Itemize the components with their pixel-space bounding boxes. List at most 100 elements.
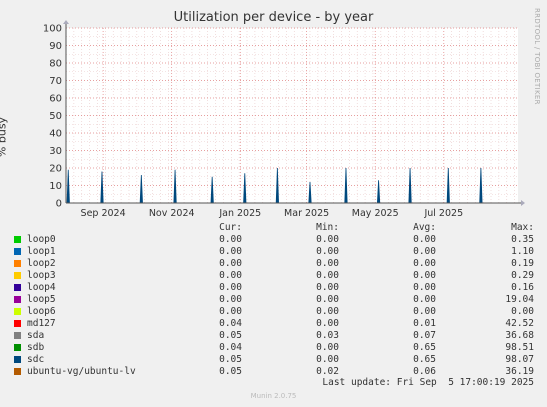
legend-cur: 0.00 — [219, 246, 242, 257]
legend-name: loop6 — [27, 306, 56, 317]
legend-cur: 0.00 — [219, 258, 242, 269]
legend-avg: 0.65 — [413, 342, 436, 353]
legend-name: loop2 — [27, 258, 56, 269]
legend-swatch — [14, 272, 21, 279]
x-axis-arrow — [521, 200, 525, 206]
y-tick-label: 60 — [49, 94, 62, 105]
munin-version: Munin 2.0.75 — [250, 392, 297, 400]
legend-max: 0.00 — [511, 306, 534, 317]
legend-avg: 0.00 — [413, 258, 436, 269]
legend-max: 36.19 — [505, 366, 534, 377]
legend-swatch — [14, 248, 21, 255]
legend-max: 1.10 — [511, 246, 534, 257]
legend-max: 0.29 — [511, 270, 534, 281]
legend-min: 0.00 — [316, 354, 339, 365]
legend-name: loop3 — [27, 270, 56, 281]
legend-cur: 0.05 — [219, 354, 242, 365]
legend-min: 0.00 — [316, 282, 339, 293]
legend-cur: 0.00 — [219, 270, 242, 281]
legend-header: Cur: Min: Avg: Max: — [12, 222, 542, 234]
legend-swatch — [14, 284, 21, 291]
legend-header-avg: Avg: — [413, 222, 436, 233]
legend-item: md127 0.04 0.00 0.01 42.52 — [12, 318, 542, 330]
y-tick-label: 100 — [43, 24, 62, 35]
legend-item: sda 0.05 0.03 0.07 36.68 — [12, 330, 542, 342]
x-tick-label: Jul 2025 — [423, 208, 463, 219]
legend-cur: 0.00 — [219, 234, 242, 245]
legend-name: ubuntu-vg/ubuntu-lv — [27, 366, 136, 377]
legend-min: 0.02 — [316, 366, 339, 377]
legend-avg: 0.65 — [413, 354, 436, 365]
legend-item: loop4 0.00 0.00 0.00 0.16 — [12, 282, 542, 294]
last-update: Last update: Fri Sep 5 17:00:19 2025 — [322, 377, 534, 388]
legend-item: sdb 0.04 0.00 0.65 98.51 — [12, 342, 542, 354]
legend-max: 0.35 — [511, 234, 534, 245]
legend-avg: 0.00 — [413, 246, 436, 257]
y-tick-label: 30 — [49, 146, 62, 157]
legend-header-max: Max: — [511, 222, 534, 233]
legend-cur: 0.00 — [219, 282, 242, 293]
legend-cur: 0.05 — [219, 366, 242, 377]
legend-name: loop4 — [27, 282, 56, 293]
legend-item: sdc 0.05 0.00 0.65 98.07 — [12, 354, 542, 366]
legend-swatch — [14, 368, 21, 375]
legend-swatch — [14, 356, 21, 363]
legend-swatch — [14, 308, 21, 315]
y-tick-label: 10 — [49, 181, 62, 192]
chart-title: Utilization per device - by year — [173, 10, 374, 25]
legend-avg: 0.06 — [413, 366, 436, 377]
legend-avg: 0.00 — [413, 282, 436, 293]
legend-name: md127 — [27, 318, 56, 329]
y-tick-label: 50 — [49, 111, 62, 122]
legend-header-min: Min: — [316, 222, 339, 233]
legend-avg: 0.00 — [413, 234, 436, 245]
legend-avg: 0.01 — [413, 318, 436, 329]
legend-min: 0.00 — [316, 306, 339, 317]
y-axis-arrow — [63, 20, 69, 24]
legend-item: loop5 0.00 0.00 0.00 19.04 — [12, 294, 542, 306]
legend-swatch — [14, 344, 21, 351]
x-tick-label: Nov 2024 — [149, 208, 195, 219]
chart-area: 0 10 20 30 40 50 60 70 80 90 100 Sep 2024 Nov 2024 J… — [43, 20, 525, 219]
grid — [66, 27, 518, 203]
legend-max: 0.16 — [511, 282, 534, 293]
legend-item: loop2 0.00 0.00 0.00 0.19 — [12, 258, 542, 270]
legend-min: 0.03 — [316, 330, 339, 341]
legend-min: 0.00 — [316, 294, 339, 305]
y-tick-labels: 0 10 20 30 40 50 60 70 80 90 100 — [43, 24, 62, 210]
rrdtool-credit-text: RRDTOOL / TOBI OETIKER — [533, 8, 541, 105]
legend-min: 0.00 — [316, 234, 339, 245]
legend-min: 0.00 — [316, 246, 339, 257]
x-tick-label: Jan 2025 — [218, 208, 261, 219]
legend-cur: 0.00 — [219, 294, 242, 305]
legend-min: 0.00 — [316, 270, 339, 281]
legend-avg: 0.07 — [413, 330, 436, 341]
legend-cur: 0.05 — [219, 330, 242, 341]
legend-min: 0.00 — [316, 318, 339, 329]
legend: Cur: Min: Avg: Max: loop0 0.00 0.00 0.00 0.3… — [12, 222, 542, 378]
legend-max: 0.19 — [511, 258, 534, 269]
y-tick-label: 40 — [49, 129, 62, 140]
legend-cur: 0.04 — [219, 342, 242, 353]
y-tick-label: 0 — [56, 199, 62, 210]
series-marks — [66, 167, 483, 204]
legend-rows: loop0 0.00 0.00 0.00 0.35 loop1 0.00 0.00 0.00 1.… — [12, 234, 542, 378]
legend-avg: 0.00 — [413, 306, 436, 317]
legend-item: ubuntu-vg/ubuntu-lv 0.05 0.02 0.06 36.19 — [12, 366, 542, 378]
legend-name: loop0 — [27, 234, 56, 245]
legend-swatch — [14, 236, 21, 243]
legend-name: sdc — [27, 354, 45, 365]
legend-max: 36.68 — [505, 330, 534, 341]
legend-cur: 0.00 — [219, 306, 242, 317]
legend-swatch — [14, 320, 21, 327]
legend-avg: 0.00 — [413, 294, 436, 305]
legend-max: 98.07 — [505, 354, 534, 365]
x-tick-label: May 2025 — [352, 208, 399, 219]
axes — [63, 20, 525, 206]
legend-item: loop1 0.00 0.00 0.00 1.10 — [12, 246, 542, 258]
legend-item: loop0 0.00 0.00 0.00 0.35 — [12, 234, 542, 246]
legend-min: 0.00 — [316, 258, 339, 269]
legend-avg: 0.00 — [413, 270, 436, 281]
legend-name: loop1 — [27, 246, 56, 257]
x-tick-label: Mar 2025 — [284, 208, 329, 219]
